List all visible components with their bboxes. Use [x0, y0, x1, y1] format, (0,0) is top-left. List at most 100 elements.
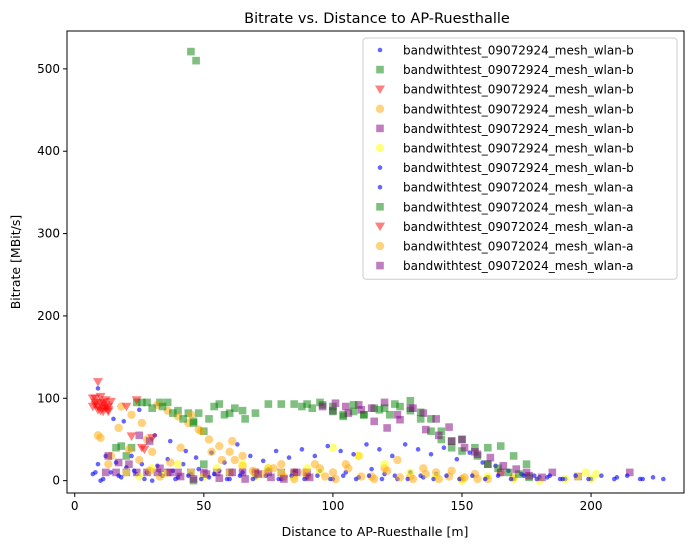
- data-point: [215, 441, 224, 451]
- data-point: [458, 435, 466, 444]
- data-point: [460, 473, 469, 482]
- data-point: [357, 406, 366, 414]
- data-point: [389, 453, 395, 459]
- data-point: [441, 445, 447, 451]
- data-point: [302, 476, 307, 482]
- data-marks: [87, 47, 666, 485]
- data-point: [416, 415, 425, 423]
- legend-marker: [375, 222, 385, 232]
- data-point: [393, 455, 402, 465]
- data-point: [142, 476, 147, 482]
- data-point: [267, 473, 275, 482]
- data-point: [136, 407, 142, 413]
- data-point: [353, 476, 359, 482]
- data-point: [370, 417, 379, 426]
- x-tick-label: 0: [71, 499, 79, 513]
- data-point: [395, 473, 405, 482]
- data-point: [447, 466, 456, 475]
- data-point: [514, 470, 523, 478]
- chart-title: Bitrate vs. Distance to AP-Ruesthalle: [244, 11, 510, 27]
- x-tick-label: 100: [321, 499, 344, 513]
- data-point: [280, 475, 288, 483]
- data-point: [122, 452, 131, 460]
- legend-item: bandwithtest_09072024_mesh_wlan-a: [377, 181, 634, 195]
- data-point: [360, 410, 368, 419]
- data-point: [380, 404, 389, 412]
- data-point: [138, 398, 146, 407]
- data-point: [251, 409, 260, 417]
- data-point: [93, 470, 98, 475]
- data-point: [482, 476, 488, 482]
- data-point: [277, 459, 286, 469]
- data-point: [93, 431, 103, 440]
- data-point: [215, 474, 224, 482]
- data-point: [131, 468, 137, 474]
- data-point: [315, 473, 320, 479]
- data-point: [496, 442, 505, 450]
- data-point: [276, 476, 281, 482]
- y-axis: 0 100 200 300 400 500: [37, 62, 67, 488]
- data-point: [496, 468, 505, 477]
- data-point: [230, 455, 240, 465]
- legend-marker: [377, 47, 383, 53]
- x-axis: 0 50 100 150 200: [71, 493, 603, 513]
- data-point: [419, 409, 428, 417]
- data-point: [163, 398, 172, 407]
- data-point: [625, 468, 634, 477]
- data-point: [391, 400, 399, 408]
- legend-label: bandwithtest_09072924_mesh_wlan-b: [403, 161, 634, 175]
- legend: bandwithtest_09072924_mesh_wlan-bbandwit…: [362, 37, 678, 280]
- legend-item: bandwithtest_09072024_mesh_wlan-a: [375, 220, 634, 234]
- data-point: [367, 404, 376, 412]
- data-point: [186, 410, 196, 419]
- data-point: [155, 472, 165, 481]
- data-point: [225, 447, 234, 457]
- data-point: [382, 466, 392, 475]
- data-point: [167, 438, 173, 444]
- data-point: [447, 437, 456, 445]
- data-point: [205, 415, 213, 423]
- data-point: [124, 445, 134, 454]
- data-point: [538, 473, 546, 482]
- data-point: [122, 468, 131, 477]
- data-point: [432, 415, 440, 423]
- data-point: [534, 476, 540, 482]
- data-point: [339, 412, 348, 421]
- data-point: [224, 476, 230, 482]
- data-point: [329, 407, 337, 416]
- data-point: [581, 468, 591, 477]
- data-point: [406, 468, 415, 477]
- y-tick-label: 200: [37, 309, 60, 323]
- legend-marker: [377, 165, 383, 170]
- data-point: [192, 56, 200, 65]
- data-point: [131, 396, 142, 405]
- data-point: [143, 398, 151, 407]
- data-point: [637, 476, 643, 482]
- data-point: [427, 415, 435, 423]
- y-tick-label: 500: [37, 62, 60, 76]
- data-point: [342, 402, 350, 411]
- data-point: [166, 468, 175, 477]
- legend-item: bandwithtest_09072924_mesh_wlan-b: [375, 102, 634, 116]
- data-point: [349, 407, 358, 416]
- data-point: [310, 459, 320, 469]
- data-point: [522, 460, 531, 468]
- legend-label: bandwithtest_09072024_mesh_wlan-a: [403, 240, 634, 254]
- data-point: [611, 476, 617, 482]
- legend-item: bandwithtest_09072924_mesh_wlan-b: [375, 83, 634, 97]
- data-point: [504, 468, 513, 477]
- data-point: [220, 410, 229, 419]
- data-point: [531, 473, 537, 479]
- data-point: [422, 425, 430, 434]
- data-point: [198, 476, 204, 482]
- data-point: [139, 445, 150, 455]
- y-axis-label: Bitrate [MBit/s]: [8, 215, 23, 310]
- data-point: [460, 443, 469, 452]
- data-point: [495, 473, 501, 479]
- data-point: [125, 460, 133, 468]
- data-point: [427, 427, 435, 436]
- plot-frame: [66, 30, 685, 494]
- data-point: [340, 473, 346, 479]
- data-point: [241, 475, 249, 483]
- data-point: [264, 400, 273, 408]
